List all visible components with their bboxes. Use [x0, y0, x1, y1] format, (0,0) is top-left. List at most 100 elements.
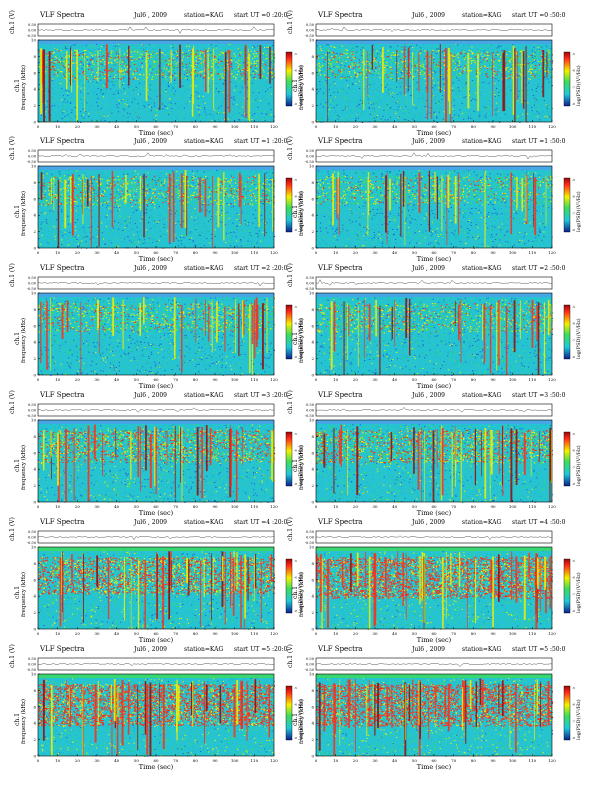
spectrogram-speckle — [38, 50, 39, 51]
spectrogram-speckle — [127, 45, 128, 46]
spectrogram-speckle — [141, 87, 142, 88]
spectrogram-speckle — [198, 105, 199, 106]
spectrogram-speckle — [259, 92, 260, 93]
spectrogram-speckle — [200, 121, 201, 122]
spectrogram-speckle — [123, 98, 124, 99]
spectrogram-speckle — [179, 112, 180, 113]
spectrogram-speckle — [215, 105, 216, 106]
spectrogram-speckle — [54, 48, 55, 49]
spectrogram-speckle — [150, 85, 151, 86]
vlf-spectra-page: VLF SpectraJul6 , 2009station=KAGstart U… — [0, 0, 612, 792]
spectrogram-speckle — [168, 114, 169, 115]
spectrogram-speckle — [194, 93, 195, 94]
spectrogram-speckle — [217, 67, 218, 68]
spectrogram-speckle — [210, 98, 211, 99]
spectrogram-speckle — [75, 58, 76, 59]
spectrogram-speckle — [138, 103, 139, 104]
spectrogram-speckle — [186, 46, 187, 47]
spectrogram-speckle — [128, 116, 129, 117]
spectrogram-speckle — [216, 112, 217, 113]
spectrogram-speckle — [79, 81, 80, 82]
spectrogram-speckle — [165, 106, 166, 107]
spectrogram-speckle — [202, 94, 203, 95]
spectrogram-speckle — [116, 47, 117, 48]
spectrogram-speckle — [257, 79, 258, 80]
spectrogram-speckle — [201, 91, 202, 92]
spectrogram-speckle — [88, 81, 89, 82]
spectrogram-speckle — [97, 98, 98, 99]
spectrogram-speckle — [190, 97, 191, 98]
spectrogram-speckle — [133, 110, 134, 111]
spectrogram-speckle — [182, 66, 183, 67]
panel-date: Jul6 , 2009 — [133, 12, 167, 19]
spectrogram-speckle — [117, 46, 118, 47]
spectrogram-speckle — [174, 53, 175, 54]
spectrogram-speckle — [96, 102, 97, 103]
spectrogram-speckle — [71, 97, 72, 98]
spectrogram-speckle — [215, 66, 216, 67]
spectrogram-speckle — [108, 56, 109, 57]
spectrogram-speckle — [242, 94, 243, 95]
spectrogram-speckle — [52, 78, 53, 79]
spectrogram-speckle — [189, 46, 190, 47]
spectrogram-speckle — [149, 107, 150, 108]
spectrogram-speckle — [187, 87, 188, 88]
spectrogram-speckle — [251, 119, 252, 120]
spectrogram-speckle — [150, 66, 151, 67]
spectrogram-speckle — [208, 48, 209, 49]
spectrogram-speckle — [73, 45, 74, 46]
spectrogram-speckle — [200, 84, 201, 85]
spectrogram-speckle — [168, 82, 169, 83]
spectrogram-speckle — [258, 76, 259, 77]
spectrogram-speckle — [210, 52, 211, 53]
spectrogram-speckle — [204, 109, 205, 110]
spectrogram-speckle — [195, 91, 196, 92]
spectrogram-speckle — [118, 78, 119, 79]
spectrogram-speckle — [184, 113, 185, 114]
spectrogram-speckle — [103, 58, 104, 59]
spectrogram-speckle — [199, 92, 200, 93]
spectrogram-speckle — [65, 90, 66, 91]
spectrogram-speckle — [83, 114, 84, 115]
spectrogram-speckle — [265, 62, 266, 63]
spectrogram-speckle — [91, 120, 92, 121]
spectrogram-speckle — [208, 44, 209, 45]
spectrogram-speckle — [191, 68, 192, 69]
spectrogram-speckle — [271, 78, 272, 79]
spectrogram-speckle — [153, 85, 154, 86]
spectrogram-speckle — [114, 82, 115, 83]
spectrogram-speckle — [79, 101, 80, 102]
spectrogram-speckle — [64, 86, 65, 87]
spectrogram-speckle — [54, 93, 55, 94]
spectrogram-speckle — [102, 94, 103, 95]
spectrogram-speckle — [134, 88, 135, 89]
spectrogram-speckle — [153, 119, 154, 120]
spectrogram-speckle — [177, 62, 178, 63]
spectrogram-speckle — [270, 109, 271, 110]
spectrogram-speckle — [239, 113, 240, 114]
spectrogram-speckle — [144, 82, 145, 83]
spectrogram-speckle — [147, 45, 148, 46]
spectrogram-speckle — [41, 115, 42, 116]
spectrogram-speckle — [63, 83, 64, 84]
spectrogram-speckle — [118, 90, 119, 91]
spectrogram-speckle — [59, 48, 60, 49]
spectrogram-speckle — [82, 109, 83, 110]
spectrogram-speckle — [121, 92, 122, 93]
spectrogram-speckle — [52, 88, 53, 89]
spectrogram-speckle — [161, 92, 162, 93]
spectrogram-speckle — [216, 88, 217, 89]
spectrogram-speckle — [197, 114, 198, 115]
spectrogram-speckle — [116, 105, 117, 106]
spectrogram-speckle — [48, 89, 49, 90]
spectrogram-speckle — [236, 80, 237, 81]
spectrogram-speckle — [222, 103, 223, 104]
spectrogram-speckle — [154, 60, 155, 61]
spectrogram-speckle — [229, 117, 230, 118]
spectrogram-speckle — [256, 99, 257, 100]
spectrogram-speckle — [257, 100, 258, 101]
spectrogram-speckle — [167, 50, 168, 51]
spectrogram-speckle — [270, 85, 271, 86]
spectrogram-speckle — [132, 102, 133, 103]
spectrogram-speckle — [200, 116, 201, 117]
